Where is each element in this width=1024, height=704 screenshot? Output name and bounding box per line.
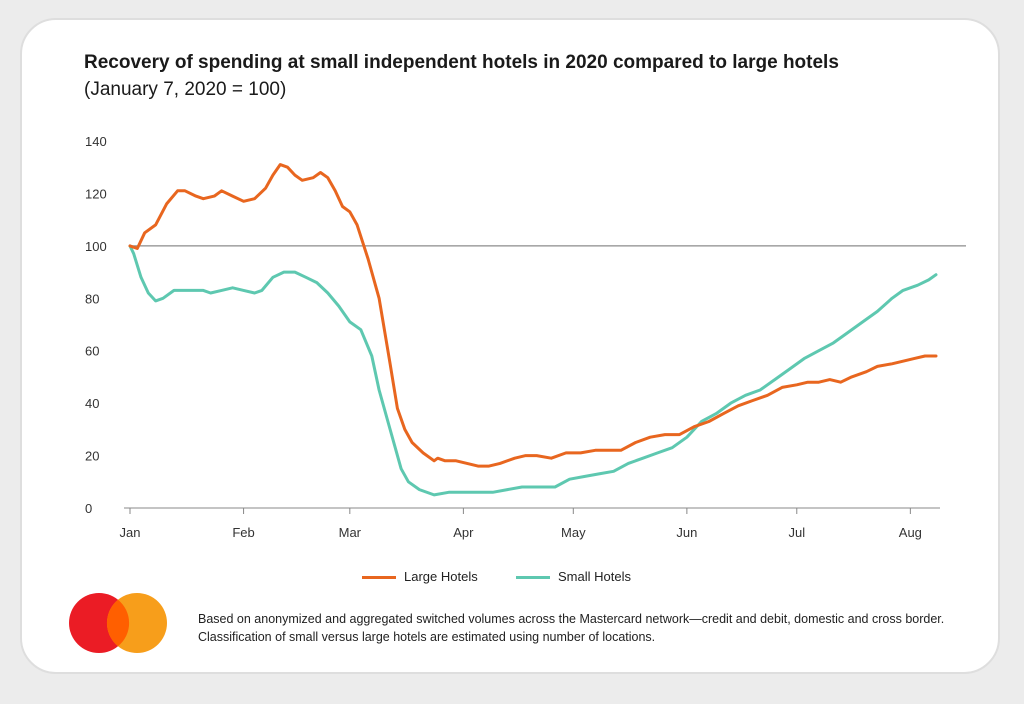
x-tick-label: Apr bbox=[453, 525, 474, 540]
chart-title: Recovery of spending at small independen… bbox=[84, 52, 839, 73]
x-tick-label: Aug bbox=[899, 525, 922, 540]
legend-label-small-hotels: Small Hotels bbox=[558, 569, 631, 584]
y-tick-label: 100 bbox=[85, 239, 107, 254]
legend-swatch-large-hotels bbox=[362, 576, 396, 579]
y-tick-label: 140 bbox=[85, 134, 107, 149]
chart-subtitle: (January 7, 2020 = 100) bbox=[84, 79, 287, 100]
y-tick-label: 0 bbox=[85, 501, 92, 516]
footnote: Based on anonymized and aggregated switc… bbox=[198, 612, 945, 644]
y-tick-label: 40 bbox=[85, 396, 99, 411]
legend-label-large-hotels: Large Hotels bbox=[404, 569, 478, 584]
y-tick-label: 20 bbox=[85, 449, 99, 464]
y-tick-label: 80 bbox=[85, 291, 99, 306]
y-tick-label: 120 bbox=[85, 186, 107, 201]
x-tick-label: May bbox=[561, 525, 586, 540]
series-line-small-hotels bbox=[128, 244, 938, 497]
x-tick-label: Feb bbox=[232, 525, 254, 540]
legend-swatch-small-hotels bbox=[516, 576, 550, 579]
mastercard-logo-icon bbox=[69, 593, 167, 653]
x-tick-label: Jul bbox=[788, 525, 805, 540]
x-tick-label: Jan bbox=[120, 525, 141, 540]
y-tick-label: 60 bbox=[85, 344, 99, 359]
x-tick-label: Jun bbox=[676, 525, 697, 540]
series-line-large-hotels bbox=[128, 163, 938, 468]
x-tick-label: Mar bbox=[339, 525, 362, 540]
chart-card bbox=[20, 18, 1000, 674]
